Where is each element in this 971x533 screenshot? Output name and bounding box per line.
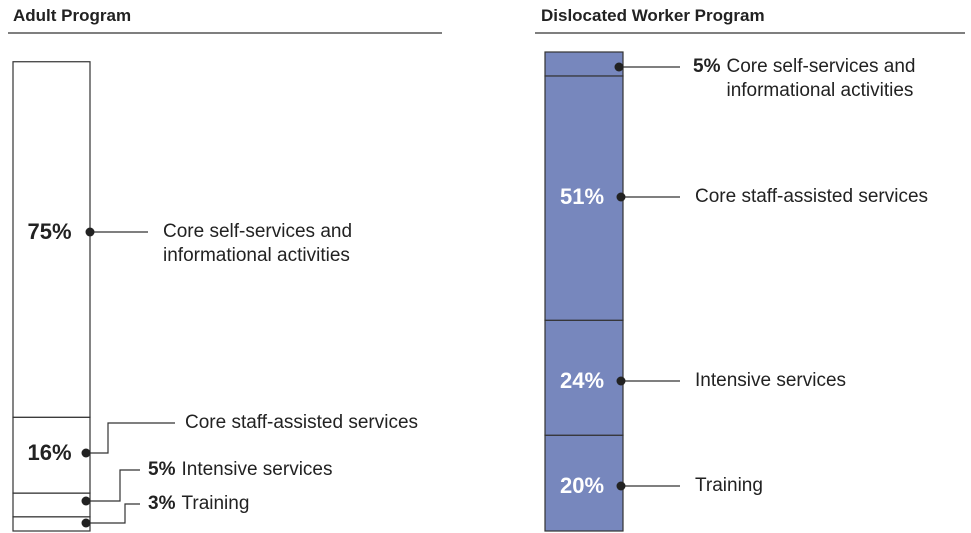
leader-dot <box>81 448 91 458</box>
leader-dot <box>81 496 91 506</box>
leader-dot <box>85 227 95 237</box>
category-label: Core self-services and informational act… <box>726 56 916 101</box>
leader-line <box>86 469 140 502</box>
bar-segment <box>12 492 91 518</box>
value-label: 75% <box>27 219 71 244</box>
value-label: 51% <box>560 184 604 209</box>
segment-label: Intensive services <box>695 369 970 393</box>
leader-dot <box>616 376 626 386</box>
leader-dot <box>616 192 626 202</box>
segment-label: 5% Intensive services <box>148 458 398 482</box>
value-label: 16% <box>27 440 71 465</box>
leader-dot <box>81 518 91 528</box>
bar-segment <box>544 434 624 532</box>
bar-segment <box>544 319 624 436</box>
value-label: 5% <box>148 459 176 480</box>
category-label: Training <box>181 493 250 514</box>
leader-dot <box>616 481 626 491</box>
category-label: Core staff-assisted services <box>185 412 419 433</box>
bar-segment <box>12 61 91 418</box>
category-label: Core staff-assisted services <box>695 186 929 207</box>
category-label: Intensive services <box>181 459 333 480</box>
leader-line <box>86 422 175 454</box>
segment-label: Core self-services and informational act… <box>163 220 388 268</box>
chart-title: Dislocated Worker Program <box>541 6 765 25</box>
bar-segment <box>12 416 91 494</box>
bar-segment <box>544 75 624 321</box>
value-label: 20% <box>560 473 604 498</box>
segment-label: Core staff-assisted services <box>185 411 465 435</box>
bar-segment <box>12 516 91 532</box>
segment-label: Core staff-assisted services <box>695 185 970 209</box>
category-label: Intensive services <box>695 370 847 391</box>
value-label: 5% <box>693 56 721 77</box>
category-label: Training <box>695 475 763 496</box>
segment-label: Training <box>695 474 970 498</box>
value-label: 3% <box>148 493 176 514</box>
value-label: 24% <box>560 368 604 393</box>
segment-label: 5% Core self-services and informational a… <box>693 55 968 103</box>
leader-dot <box>614 62 624 72</box>
segment-label: 3% Training <box>148 492 398 516</box>
bar-segment <box>544 51 624 77</box>
chart-title: Adult Program <box>13 6 132 25</box>
leader-line <box>86 503 140 524</box>
category-label: Core self-services and informational act… <box>163 221 353 266</box>
